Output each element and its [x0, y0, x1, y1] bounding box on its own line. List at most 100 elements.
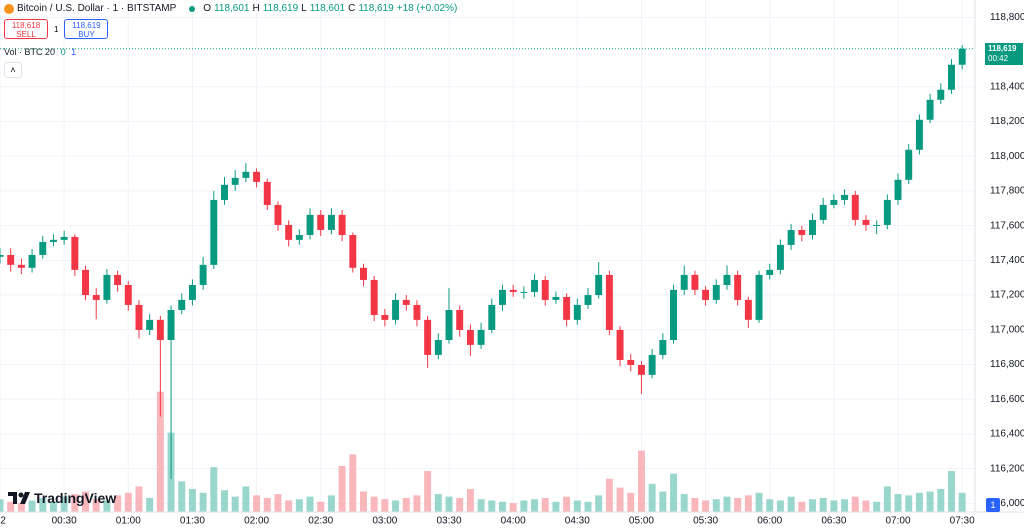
- logo: TradingView: [8, 490, 116, 506]
- volume-bar: [156, 391, 164, 512]
- volume-bar: [894, 494, 902, 512]
- candle-body: [28, 254, 36, 268]
- collapse-button[interactable]: ˄: [4, 62, 22, 78]
- x-tick-label: 07:30: [950, 516, 975, 527]
- candle-body: [776, 244, 784, 270]
- volume-bar: [531, 499, 539, 512]
- volume-bar: [424, 471, 432, 512]
- volume-bar: [135, 486, 143, 512]
- candle-body: [702, 289, 710, 300]
- candle-body: [263, 181, 271, 205]
- sell-button[interactable]: 118,618 SELL: [4, 19, 48, 39]
- candle-body: [424, 319, 432, 355]
- candle-body: [402, 299, 410, 305]
- logo-text: TradingView: [34, 490, 117, 506]
- candle-body: [0, 254, 4, 257]
- volume-bar: [584, 501, 592, 512]
- sell-price: 118,618: [11, 21, 41, 30]
- bitcoin-icon: [4, 3, 14, 14]
- candle-layer: [0, 45, 975, 480]
- candle-body: [178, 299, 186, 310]
- candle-body: [92, 295, 100, 300]
- volume-bar: [488, 500, 496, 512]
- volume-ma-value: 1: [71, 47, 77, 57]
- volume-bar: [434, 494, 442, 512]
- volume-bar: [124, 492, 132, 512]
- corner-box[interactable]: 1: [986, 498, 1000, 512]
- h-value: 118,619: [262, 3, 299, 14]
- volume-bar: [221, 490, 228, 512]
- candle-body: [723, 274, 731, 285]
- volume-bar: [274, 494, 282, 512]
- candle-body: [434, 340, 442, 355]
- candle-body: [103, 274, 111, 300]
- candle-body: [466, 329, 474, 345]
- candle-body: [809, 219, 816, 235]
- y-tick-label: 116,200: [990, 463, 1024, 474]
- candle-body: [221, 184, 228, 200]
- volume-bar: [306, 496, 314, 512]
- volume-bar: [82, 491, 90, 512]
- volume-bar: [477, 499, 485, 512]
- volume-bar: [873, 501, 881, 512]
- y-tick-label: 118,800: [990, 12, 1024, 23]
- logo-mark: [8, 492, 30, 504]
- candle-body: [819, 204, 827, 220]
- candle-body: [306, 214, 314, 235]
- volume-bar: [712, 499, 720, 512]
- y-tick-label: 117,800: [990, 186, 1024, 197]
- volume-bar: [28, 500, 36, 512]
- candle-body: [82, 269, 90, 296]
- volume-bar: [648, 483, 656, 512]
- o-value: 118,601: [214, 3, 250, 14]
- badge-price: 118,619: [988, 44, 1017, 53]
- candle-body: [253, 171, 261, 182]
- volume-bar: [830, 500, 838, 512]
- volume-bar: [253, 495, 261, 512]
- candle-body: [851, 194, 859, 220]
- volume-bar: [702, 500, 710, 512]
- candle-body: [552, 296, 560, 300]
- candle-body: [937, 89, 945, 100]
- candle-body: [477, 329, 485, 345]
- candle-body: [520, 291, 528, 293]
- x-tick-label: 07:00: [886, 516, 911, 527]
- volume-bar: [862, 500, 870, 512]
- candle-body: [830, 199, 838, 205]
- candle-body: [915, 119, 923, 150]
- symbol: Bitcoin / U.S. Dollar · 1 · BITSTAMP: [17, 3, 177, 14]
- candle-body: [17, 264, 25, 268]
- volume-bar: [541, 497, 549, 512]
- y-tick-label: 117,200: [990, 290, 1024, 301]
- candle-body: [445, 309, 453, 341]
- sell-label: SELL: [16, 30, 36, 39]
- volume-bar: [114, 495, 122, 512]
- volume-bar: [937, 488, 945, 512]
- candle-body: [327, 214, 335, 230]
- volume-bar: [317, 501, 325, 512]
- candle-body: [627, 359, 635, 365]
- volume-bar: [338, 465, 346, 512]
- x-tick-label: 05:00: [629, 516, 654, 527]
- volume-bar: [285, 500, 293, 512]
- candle-body: [488, 304, 496, 330]
- market-status: [189, 5, 196, 12]
- volume-bar: [563, 496, 571, 512]
- candle-body: [573, 304, 581, 320]
- candle-body: [862, 219, 870, 225]
- candle-body: [413, 304, 421, 320]
- x-tick-label: 05:30: [693, 516, 718, 527]
- volume-bar: [349, 454, 357, 512]
- volume-bar: [188, 488, 196, 512]
- symbol-header: Bitcoin / U.S. Dollar · 1 · BITSTAMP O 11…: [4, 3, 457, 14]
- volume-bar: [552, 501, 560, 512]
- y-tick-label: 116,400: [990, 429, 1024, 440]
- candle-body: [605, 274, 613, 330]
- candle-body: [7, 254, 15, 265]
- volume-bar: [0, 499, 4, 512]
- buy-button[interactable]: 118,619 BUY: [64, 19, 109, 39]
- y-tick-label: 118,200: [990, 116, 1024, 127]
- c-value: 118,619: [358, 3, 394, 14]
